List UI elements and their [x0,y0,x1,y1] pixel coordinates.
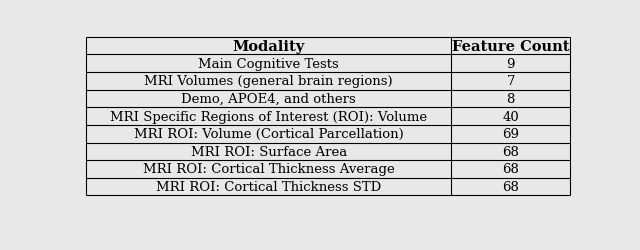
Text: 68: 68 [502,163,519,176]
Text: 68: 68 [502,145,519,158]
Text: MRI Specific Regions of Interest (ROI): Volume: MRI Specific Regions of Interest (ROI): … [110,110,428,123]
Text: 69: 69 [502,128,519,141]
Text: MRI Volumes (general brain regions): MRI Volumes (general brain regions) [145,75,393,88]
Text: Main Cognitive Tests: Main Cognitive Tests [198,58,339,70]
Text: Demo, APOE4, and others: Demo, APOE4, and others [181,92,356,106]
Text: Modality: Modality [232,40,305,54]
Text: MRI ROI: Volume (Cortical Parcellation): MRI ROI: Volume (Cortical Parcellation) [134,128,404,141]
Text: 68: 68 [502,180,519,193]
Text: MRI ROI: Cortical Thickness STD: MRI ROI: Cortical Thickness STD [156,180,381,193]
Text: 40: 40 [502,110,519,123]
Text: 7: 7 [506,75,515,88]
Text: 8: 8 [506,92,515,106]
Text: MRI ROI: Surface Area: MRI ROI: Surface Area [191,145,347,158]
Text: Feature Count: Feature Count [452,40,570,54]
Text: 9: 9 [506,58,515,70]
Text: MRI ROI: Cortical Thickness Average: MRI ROI: Cortical Thickness Average [143,163,395,176]
